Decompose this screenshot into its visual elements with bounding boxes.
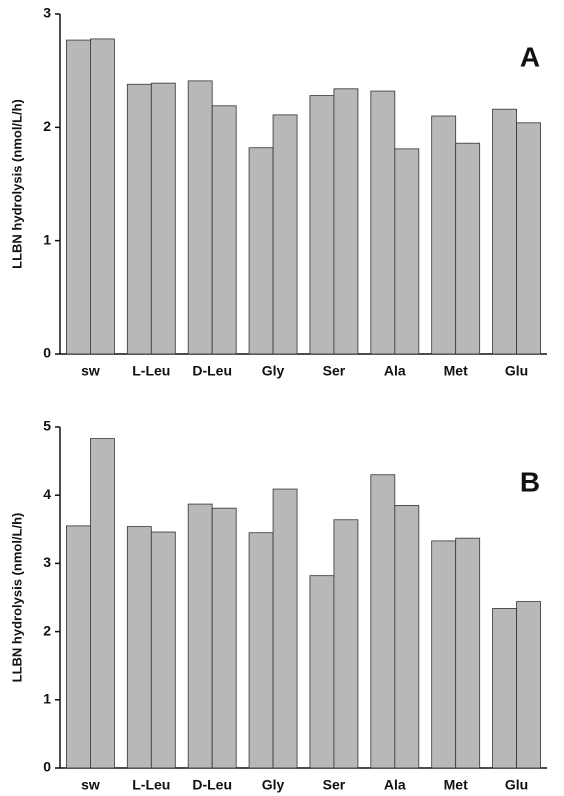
x-tick-label: L-Leu — [132, 777, 170, 793]
x-tick-label: sw — [81, 777, 100, 793]
x-tick-label: L-Leu — [132, 363, 170, 379]
y-tick-label: 1 — [43, 231, 51, 247]
x-tick-label: Ala — [384, 363, 406, 379]
bar — [455, 537, 481, 769]
bar — [370, 90, 396, 355]
bar — [126, 526, 152, 769]
bar — [309, 575, 335, 769]
bar — [248, 532, 274, 769]
bar — [211, 507, 237, 769]
y-tick-label: 0 — [43, 759, 51, 775]
bar — [431, 115, 457, 355]
x-tick-label: D-Leu — [192, 363, 232, 379]
y-axis-label: LLBN hydrolysis (nmol/L/h) — [9, 513, 24, 683]
panel-label: A — [520, 41, 540, 72]
x-tick-label: Glu — [505, 777, 528, 793]
bar — [187, 503, 213, 769]
bar — [394, 148, 420, 355]
bar — [150, 82, 176, 355]
y-tick-label: 5 — [43, 418, 51, 434]
x-tick-label: Ser — [323, 777, 346, 793]
bar — [150, 531, 176, 769]
bar — [516, 601, 541, 769]
y-tick-label: 0 — [43, 345, 51, 361]
x-tick-label: Met — [444, 363, 468, 379]
bar — [90, 38, 115, 355]
x-tick-label: Ala — [384, 777, 406, 793]
y-tick-label: 1 — [43, 691, 51, 707]
y-axis-label: LLBN hydrolysis (nmol/L/h) — [9, 99, 24, 269]
bar — [455, 142, 481, 355]
bar — [66, 39, 91, 355]
bar — [492, 608, 517, 769]
panel-label: B — [520, 466, 540, 497]
bar — [333, 88, 359, 355]
x-tick-label: Gly — [262, 777, 285, 793]
y-tick-label: 2 — [43, 622, 51, 638]
bar — [187, 80, 213, 355]
bar — [309, 95, 335, 355]
x-tick-label: Met — [444, 777, 468, 793]
x-tick-label: D-Leu — [192, 777, 232, 793]
bar — [370, 474, 396, 769]
bar — [248, 147, 274, 355]
bar — [272, 114, 298, 355]
x-tick-label: Glu — [505, 363, 528, 379]
bar — [126, 83, 152, 355]
bar — [431, 540, 457, 769]
y-tick-label: 3 — [43, 5, 51, 21]
bar — [272, 488, 298, 769]
bar — [516, 122, 541, 355]
bar — [333, 519, 359, 769]
x-tick-label: Ser — [323, 363, 346, 379]
bar — [492, 108, 517, 355]
bar — [211, 105, 237, 355]
y-tick-label: 3 — [43, 554, 51, 570]
x-tick-label: sw — [81, 363, 100, 379]
x-tick-label: Gly — [262, 363, 285, 379]
y-tick-label: 2 — [43, 118, 51, 134]
y-tick-label: 4 — [43, 486, 51, 502]
bar — [394, 505, 420, 769]
bar — [66, 525, 91, 769]
bar — [90, 438, 115, 769]
